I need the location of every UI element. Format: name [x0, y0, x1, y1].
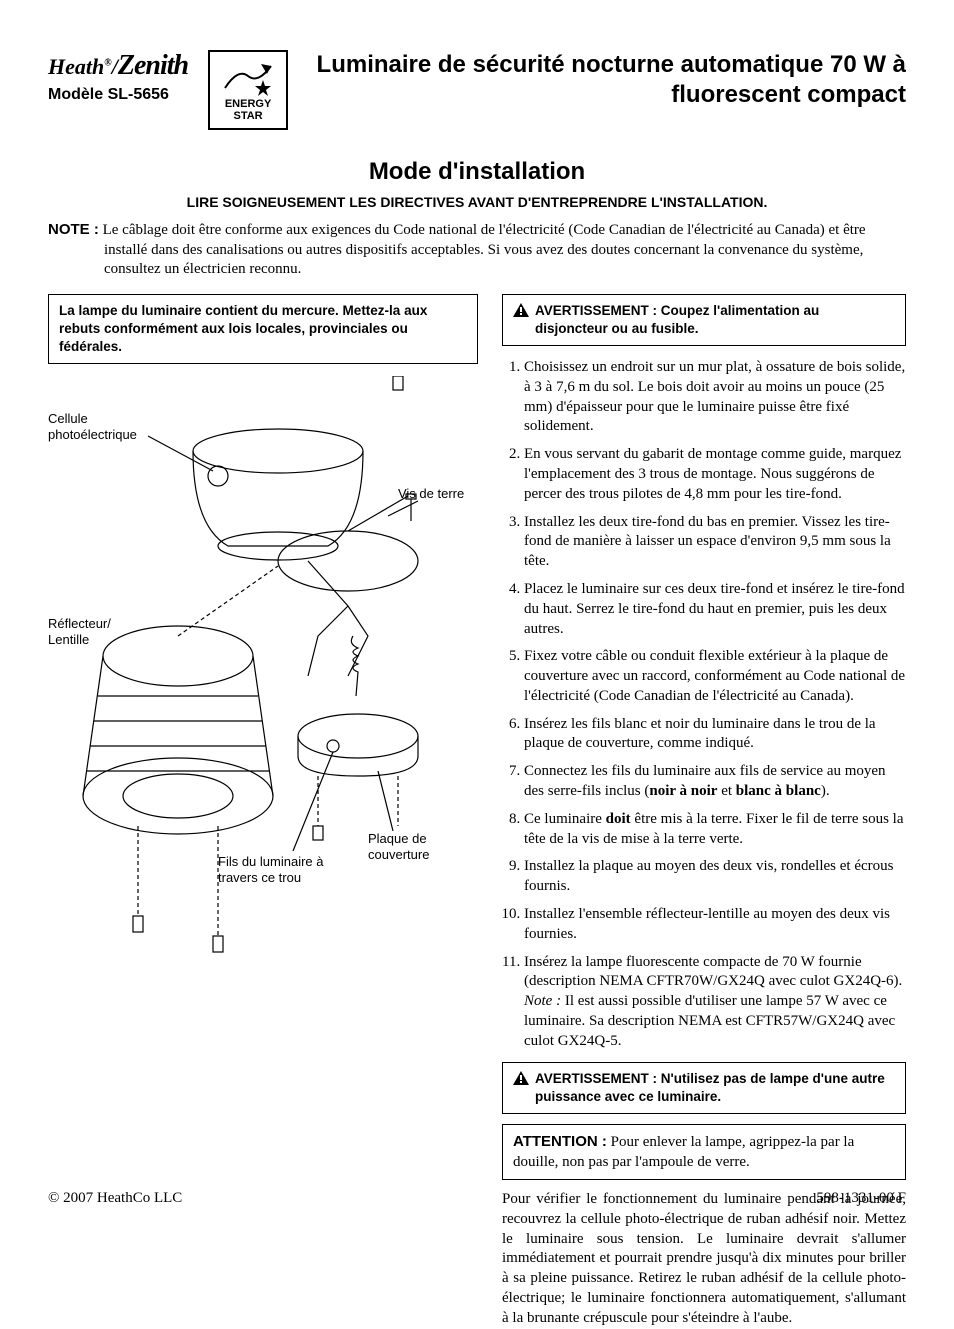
- energy-star-icon: ENERGY STAR: [208, 50, 288, 130]
- label-photocell: Cellule photoélectrique: [48, 411, 158, 442]
- step-5: Fixez votre câble ou conduit flexible ex…: [524, 647, 906, 706]
- header: Heath®/Zenith Modèle SL-5656 ENERGY STAR…: [48, 50, 906, 130]
- label-reflector: Réflecteur/ Lentille: [48, 616, 138, 647]
- columns: La lampe du luminaire contient du mercur…: [48, 294, 906, 1329]
- attention-label: ATTENTION :: [513, 1133, 607, 1150]
- step-8-bold: doit: [606, 811, 631, 827]
- fixture-diagram: Cellule photoélectrique Vis de terre Réf…: [48, 376, 478, 1006]
- install-title: Mode d'installation: [48, 158, 906, 186]
- step-1: Choisissez un endroit sur un mur plat, à…: [524, 358, 906, 437]
- step-10: Installez l'ensemble réflecteur-lentille…: [524, 905, 906, 945]
- warning-lamp-wattage: AVERTISSEMENT : N'utilisez pas de lampe …: [502, 1062, 906, 1114]
- step-2: En vous servant du gabarit de montage co…: [524, 445, 906, 504]
- reg-mark: ®: [104, 58, 111, 69]
- step-7-bold1: noir à noir: [649, 783, 717, 799]
- step-7-bold2: blanc à blanc: [736, 783, 821, 799]
- warning-icon: [513, 303, 529, 317]
- testing-paragraph: Pour vérifier le fonctionnement du lumin…: [502, 1190, 906, 1329]
- step-11-note: Il est aussi possible d'utiliser une lam…: [524, 993, 895, 1049]
- brand-heath: Heath: [48, 54, 104, 79]
- step-7-end: ).: [821, 783, 830, 799]
- footer: © 2007 HeathCo LLC 598-1331-00 F: [48, 1190, 906, 1207]
- step-6: Insérez les fils blanc et noir du lumina…: [524, 715, 906, 755]
- brand-block: Heath®/Zenith Modèle SL-5656: [48, 50, 188, 104]
- brand-logo: Heath®/Zenith: [48, 50, 188, 82]
- label-cover-plate: Plaque de couverture: [368, 831, 468, 862]
- energy-star-text: ENERGY STAR: [210, 98, 286, 122]
- install-subtitle: LIRE SOIGNEUSEMENT LES DIRECTIVES AVANT …: [48, 194, 906, 210]
- step-8-lead: Ce luminaire: [524, 811, 606, 827]
- mercury-notice: La lampe du luminaire contient du mercur…: [48, 294, 478, 365]
- step-11-note-label: Note :: [524, 993, 561, 1009]
- install-steps: Choisissez un endroit sur un mur plat, à…: [524, 358, 906, 1052]
- warning-power-off: AVERTISSEMENT : Coupez l'alimentation au…: [502, 294, 906, 346]
- label-wires: Fils du luminaire à travers ce trou: [218, 854, 358, 885]
- right-column: AVERTISSEMENT : Coupez l'alimentation au…: [502, 294, 906, 1329]
- warning-power-off-text: AVERTISSEMENT : Coupez l'alimentation au…: [535, 302, 895, 338]
- model-label: Modèle SL-5656: [48, 86, 188, 104]
- step-9: Installez la plaque au moyen des deux vi…: [524, 857, 906, 897]
- wiring-note: NOTE : Le câblage doit être conforme aux…: [48, 220, 906, 280]
- warning-icon: [513, 1071, 529, 1085]
- step-3: Installez les deux tire-fond du bas en p…: [524, 513, 906, 572]
- warning-lamp-wattage-text: AVERTISSEMENT : N'utilisez pas de lampe …: [535, 1070, 895, 1106]
- step-7-mid: et: [717, 783, 735, 799]
- attention-box: ATTENTION : Pour enlever la lampe, agrip…: [502, 1124, 906, 1180]
- left-column: La lampe du luminaire contient du mercur…: [48, 294, 478, 1329]
- step-4: Placez le luminaire sur ces deux tire-fo…: [524, 580, 906, 639]
- step-7: Connectez les fils du luminaire aux fils…: [524, 762, 906, 802]
- note-label: NOTE :: [48, 221, 99, 238]
- step-11-text: Insérez la lampe fluorescente compacte d…: [524, 954, 902, 990]
- footer-copyright: © 2007 HeathCo LLC: [48, 1190, 182, 1207]
- footer-docnum: 598-1331-00 F: [816, 1190, 906, 1207]
- product-title: Luminaire de sécurité nocturne automatiq…: [308, 50, 906, 110]
- step-8: Ce luminaire doit être mis à la terre. F…: [524, 810, 906, 850]
- step-11: Insérez la lampe fluorescente compacte d…: [524, 953, 906, 1052]
- label-ground-screw: Vis de terre: [398, 486, 464, 502]
- note-text: Le câblage doit être conforme aux exigen…: [103, 222, 866, 277]
- brand-zenith: Zenith: [118, 50, 188, 81]
